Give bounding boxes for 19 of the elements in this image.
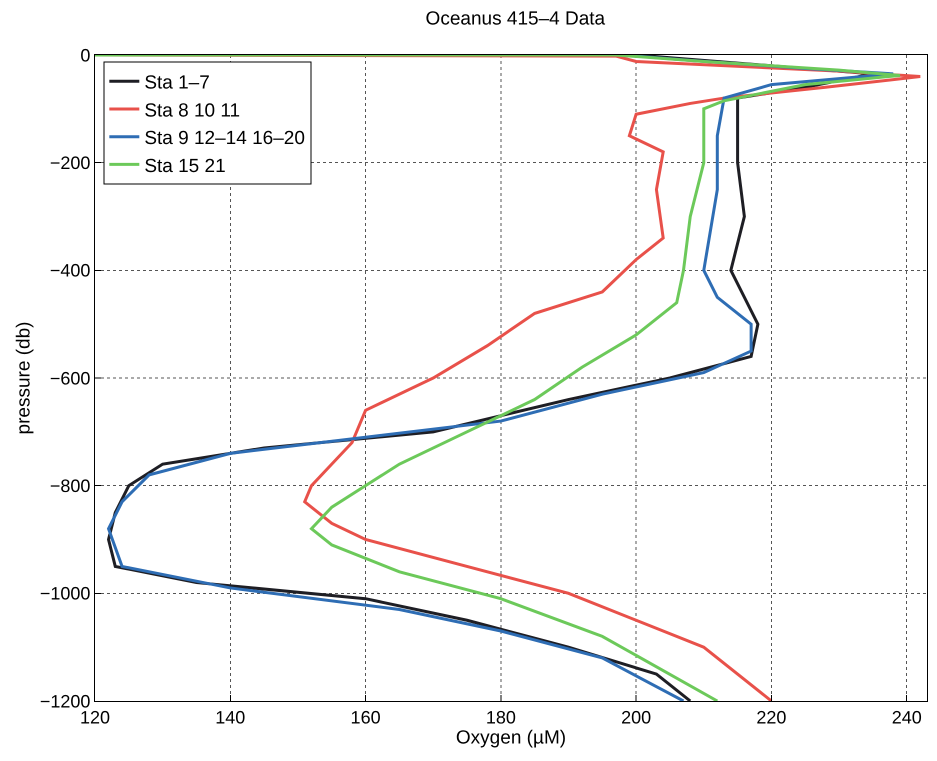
legend-label: Sta 1–7 xyxy=(144,72,210,94)
y-tick-label: −200 xyxy=(50,152,90,173)
y-tick-label: −400 xyxy=(50,260,90,281)
x-tick-label: 160 xyxy=(350,708,381,728)
x-tick-label: 200 xyxy=(621,708,652,728)
y-axis-title: pressure (db) xyxy=(14,322,35,434)
y-tick-label: 0 xyxy=(80,45,90,66)
legend-label: Sta 9 12–14 16–20 xyxy=(144,128,305,150)
y-tick-label: −1000 xyxy=(40,584,90,604)
x-axis-title: Oxygen (µM) xyxy=(456,728,566,749)
y-tick-label: −600 xyxy=(50,368,90,388)
x-tick-label: 140 xyxy=(215,708,246,728)
y-tick-label: −800 xyxy=(50,476,90,496)
legend-label: Sta 15 21 xyxy=(144,156,226,177)
x-tick-label: 240 xyxy=(892,708,922,728)
x-tick-label: 180 xyxy=(486,708,516,728)
chart-title: Oceanus 415–4 Data xyxy=(426,8,606,30)
legend-label: Sta 8 10 11 xyxy=(144,100,240,122)
x-tick-label: 220 xyxy=(756,708,786,728)
